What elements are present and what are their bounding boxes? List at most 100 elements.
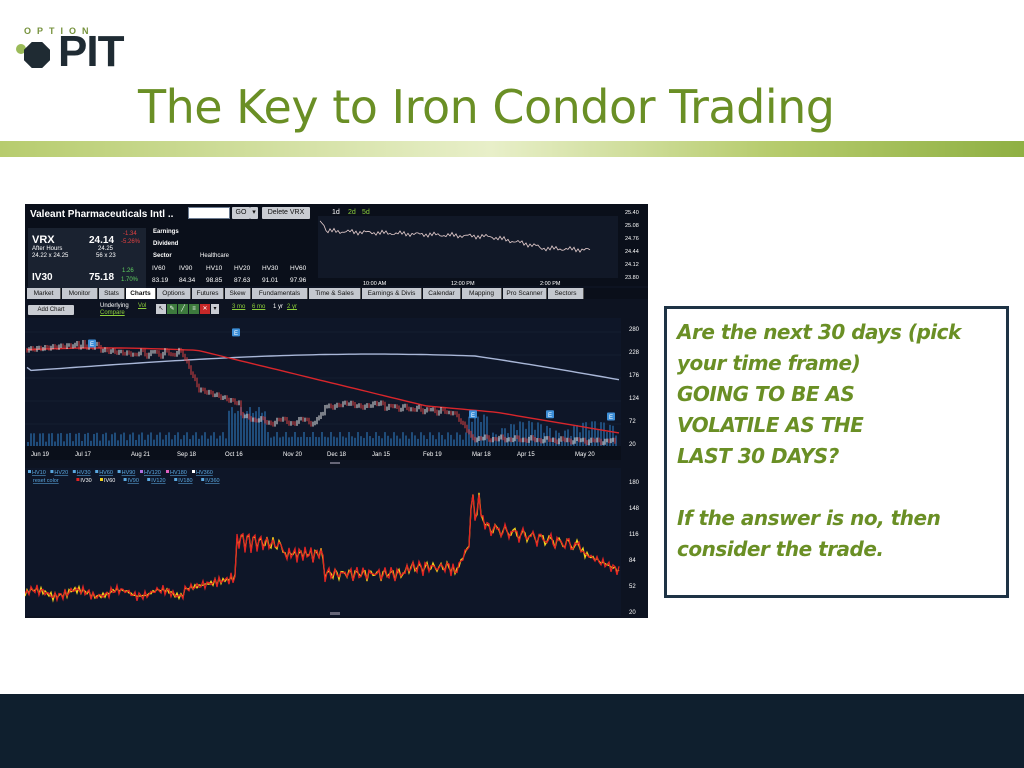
legend-hv-item: HV10 [32,470,46,476]
legend-hv-item: HV90 [122,470,136,476]
volume-bar [153,439,155,446]
logo-hexagon-icon [24,42,50,68]
range-6mo[interactable]: 6 mo [252,304,266,310]
volume-bar [528,420,530,446]
earnings-marker[interactable] [546,410,554,419]
earnings-marker[interactable] [232,328,240,337]
iv-value: 98.85 [206,277,223,284]
iv-header: IV90 [179,265,193,272]
volume-bar [339,432,341,446]
tab-pro-scanner[interactable]: Pro Scanner [503,288,547,299]
volume-bar [288,437,290,446]
volume-bar [300,436,302,446]
add-chart-button[interactable]: Add Chart [28,305,74,315]
earnings-marker-label: E [609,415,613,421]
volume-bar [252,412,254,446]
title-underline-bar [0,141,1024,157]
tab-mapping[interactable]: Mapping [462,288,502,299]
earnings-marker[interactable] [88,339,96,348]
symbol-search-input[interactable] [188,207,230,219]
volume-bar [411,432,413,446]
volume-bar [285,432,287,446]
go-button[interactable]: GO [232,207,250,219]
logo-option-text: OPTION [24,26,95,36]
vol-link[interactable]: Vol [138,303,147,309]
volume-bar [159,432,161,446]
volume-bar [258,407,260,446]
go-dropdown-icon[interactable]: ▾ [250,207,258,219]
volume-bar [60,433,62,446]
legend-swatch [192,470,195,473]
volume-bar [330,432,332,446]
volume-bar [294,432,296,446]
legend-swatch [95,470,99,473]
volume-bar [249,407,251,446]
earnings-marker-label: E [234,331,238,337]
question-callout: Are the next 30 days (pick your time fra… [664,306,1009,598]
tab-charts[interactable]: Charts [126,288,156,299]
volume-bar [333,436,335,446]
volume-bar [189,439,191,446]
volume-bar [30,433,32,446]
tab-earnings-divis[interactable]: Earnings & Divis [362,288,422,299]
price-change-pct: -5.26% [121,239,141,245]
tools-dropdown-icon[interactable]: ▾ [211,304,219,314]
tab-options[interactable]: Options [157,288,191,299]
tab-monitor[interactable]: Monitor [62,288,98,299]
volume-bar [462,439,464,446]
volume-bar [588,430,590,446]
tab-sectors[interactable]: Sectors [548,288,584,299]
tab-calendar[interactable]: Calendar [423,288,461,299]
price-x-tick: Feb 19 [423,452,442,458]
line-tool-icon[interactable]: ╱ [178,304,188,314]
volume-bar [315,436,317,446]
range-3mo[interactable]: 3 mo [232,304,246,310]
price-x-tick: Sep 18 [177,452,197,458]
volume-bar [195,432,197,446]
delete-symbol-button[interactable]: Delete VRX [262,207,310,219]
tab-fundamentals[interactable]: Fundamentals [252,288,308,299]
earnings-marker[interactable] [469,410,477,419]
legend-swatch [100,478,103,481]
bottom-splitter-handle[interactable] [330,612,340,615]
volume-bar [72,441,74,446]
tab-skew[interactable]: Skew [225,288,251,299]
volume-bar [351,436,353,446]
tab-futures[interactable]: Futures [192,288,224,299]
volume-bar [465,432,467,446]
volume-bar [522,422,524,446]
grid-tool-icon[interactable]: ≡ [189,304,199,314]
legend-hv-item: HV60 [99,470,113,476]
volume-bar [342,436,344,446]
price-x-tick: Nov 20 [283,452,303,458]
draw-tool-icon[interactable]: ✎ [167,304,177,314]
vol-y-tick: 52 [629,584,636,590]
volume-bar [417,438,419,446]
period-1d: 1d [332,209,340,216]
tab-stats[interactable]: Stats [99,288,125,299]
delete-tool-icon[interactable]: ✕ [200,304,210,314]
splitter-handle[interactable] [330,462,340,464]
volume-bar [207,438,209,446]
compare-link[interactable]: Compare [100,310,125,316]
range-1yr[interactable]: 1 yr [273,304,284,310]
range-2yr[interactable]: 2 yr [287,304,298,310]
volume-bar [612,425,614,446]
period-2d: 2d [348,209,356,216]
iv-header: HV10 [206,265,223,272]
tab-time-sales[interactable]: Time & Sales [309,288,361,299]
pointer-tool-icon[interactable]: ↖ [156,304,166,314]
volume-bar [576,425,578,446]
volume-bar [240,407,242,446]
price-x-tick: Apr 15 [517,452,535,458]
price-x-tick: Jul 17 [75,452,92,458]
volume-bar [348,432,350,446]
iv-summary-row: IV60 IV90 HV10 HV20 HV30 HV60 83.19 84.3… [152,264,318,286]
volume-bar [579,432,581,446]
volume-bar [243,413,245,446]
tab-market[interactable]: Market [27,288,61,299]
volume-bar [219,435,221,446]
volume-bar [222,432,224,446]
earnings-marker[interactable] [607,412,615,421]
